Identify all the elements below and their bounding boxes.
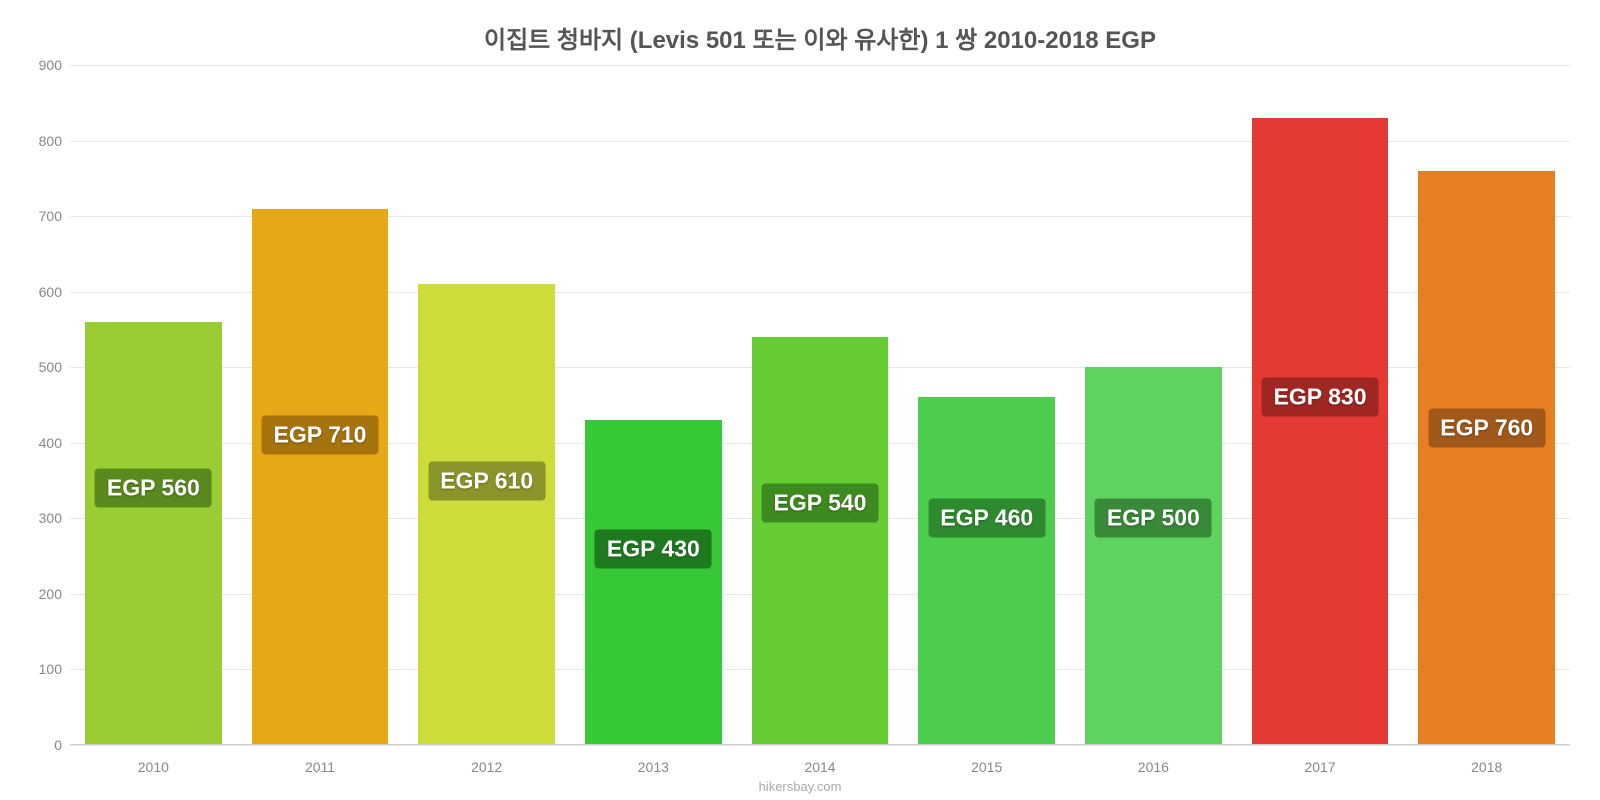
baseline xyxy=(70,744,1570,745)
bar-slot: EGP 830 xyxy=(1237,65,1404,745)
bar xyxy=(1418,171,1555,745)
gridline xyxy=(70,745,1570,746)
bar-value-label: EGP 540 xyxy=(762,484,879,523)
y-tick: 700 xyxy=(39,208,62,224)
source-text: hikersbay.com xyxy=(759,779,842,794)
bar xyxy=(418,284,555,745)
bar-value-label: EGP 610 xyxy=(428,461,545,500)
bar-slot: EGP 460 xyxy=(903,65,1070,745)
bar-slot: EGP 610 xyxy=(403,65,570,745)
bar-slot: EGP 710 xyxy=(237,65,404,745)
bar-value-label: EGP 760 xyxy=(1428,408,1545,447)
x-tick: 2015 xyxy=(903,759,1070,775)
y-axis: 0100200300400500600700800900 xyxy=(20,65,70,745)
bar xyxy=(585,420,722,745)
bar xyxy=(85,322,222,745)
x-tick: 2011 xyxy=(237,759,404,775)
bar-slot: EGP 540 xyxy=(737,65,904,745)
bar xyxy=(918,397,1055,745)
y-tick: 600 xyxy=(39,284,62,300)
bar-value-label: EGP 500 xyxy=(1095,499,1212,538)
x-tick: 2010 xyxy=(70,759,237,775)
bars-group: EGP 560 EGP 710 EGP 610 EGP 430 EGP 540 EGP 4… xyxy=(70,65,1570,745)
y-tick: 100 xyxy=(39,661,62,677)
x-tick: 2012 xyxy=(403,759,570,775)
x-axis: 201020112012201320142015201620172018 xyxy=(70,759,1570,775)
bar-value-label: EGP 460 xyxy=(928,499,1045,538)
bar xyxy=(752,337,889,745)
x-tick: 2017 xyxy=(1237,759,1404,775)
bar xyxy=(1085,367,1222,745)
y-tick: 400 xyxy=(39,435,62,451)
y-tick: 800 xyxy=(39,133,62,149)
y-tick: 500 xyxy=(39,359,62,375)
x-tick: 2018 xyxy=(1403,759,1570,775)
bar-value-label: EGP 830 xyxy=(1262,378,1379,417)
chart-title: 이집트 청바지 (Levis 501 또는 이와 유사한) 1 쌍 2010-2… xyxy=(70,20,1570,55)
plot-region: 0100200300400500600700800900 EGP 560EGP … xyxy=(70,65,1570,745)
bar xyxy=(252,209,389,745)
x-tick: 2014 xyxy=(737,759,904,775)
bar-value-label: EGP 710 xyxy=(262,416,379,455)
chart-container: 이집트 청바지 (Levis 501 또는 이와 유사한) 1 쌍 2010-2… xyxy=(0,0,1600,800)
x-tick: 2013 xyxy=(570,759,737,775)
x-tick: 2016 xyxy=(1070,759,1237,775)
bar-slot: EGP 760 xyxy=(1403,65,1570,745)
bar-slot: EGP 500 xyxy=(1070,65,1237,745)
bar-value-label: EGP 430 xyxy=(595,529,712,568)
bar-slot: EGP 560 xyxy=(70,65,237,745)
y-tick: 0 xyxy=(54,737,62,753)
y-tick: 300 xyxy=(39,510,62,526)
y-tick: 200 xyxy=(39,586,62,602)
bar-value-label: EGP 560 xyxy=(95,469,212,508)
y-tick: 900 xyxy=(39,57,62,73)
bar xyxy=(1252,118,1389,745)
bar-slot: EGP 430 xyxy=(570,65,737,745)
